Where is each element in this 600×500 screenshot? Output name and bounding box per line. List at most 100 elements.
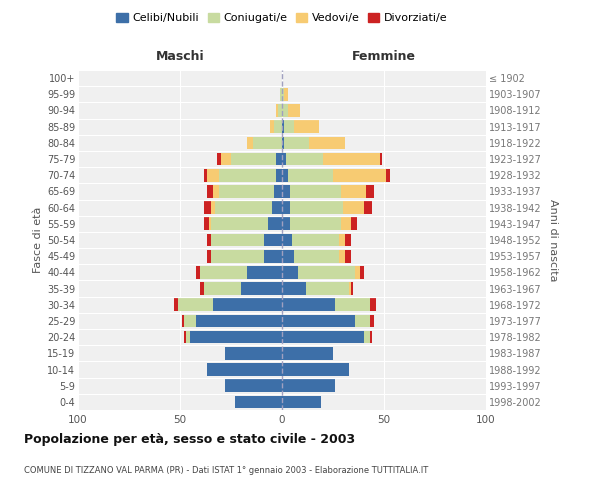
Bar [211, 250, 263, 262]
Bar [196, 266, 200, 278]
Bar [349, 282, 352, 295]
Bar [200, 266, 247, 278]
Bar [206, 250, 211, 262]
Bar [365, 185, 374, 198]
Bar [352, 282, 353, 295]
Bar [298, 266, 355, 278]
Text: COMUNE DI TIZZANO VAL PARMA (PR) - Dati ISTAT 1° gennaio 2003 - Elaborazione TUT: COMUNE DI TIZZANO VAL PARMA (PR) - Dati … [24, 466, 428, 475]
Bar [308, 136, 345, 149]
Bar [206, 185, 212, 198]
Bar [339, 250, 345, 262]
Bar [253, 136, 282, 149]
Text: Femmine: Femmine [352, 50, 416, 62]
Bar [282, 363, 349, 376]
Bar [294, 250, 339, 262]
Bar [184, 331, 186, 344]
Bar [280, 88, 282, 101]
Bar [333, 169, 386, 181]
Y-axis label: Anni di nascita: Anni di nascita [548, 198, 559, 281]
Bar [205, 218, 209, 230]
Bar [282, 185, 290, 198]
Bar [270, 120, 274, 133]
Bar [282, 396, 321, 408]
Bar [286, 152, 323, 166]
Bar [386, 169, 390, 181]
Bar [341, 218, 352, 230]
Bar [182, 314, 184, 328]
Bar [345, 250, 352, 262]
Bar [282, 88, 284, 101]
Bar [335, 298, 370, 311]
Bar [380, 152, 382, 166]
Bar [272, 202, 282, 214]
Bar [206, 234, 211, 246]
Bar [190, 331, 282, 344]
Bar [263, 250, 282, 262]
Bar [221, 152, 231, 166]
Bar [359, 266, 364, 278]
Bar [205, 169, 206, 181]
Bar [174, 298, 178, 311]
Bar [206, 169, 219, 181]
Bar [282, 152, 286, 166]
Bar [288, 169, 333, 181]
Bar [235, 396, 282, 408]
Bar [196, 314, 282, 328]
Bar [231, 152, 276, 166]
Bar [282, 331, 364, 344]
Bar [276, 169, 282, 181]
Text: Popolazione per età, sesso e stato civile - 2003: Popolazione per età, sesso e stato civil… [24, 432, 355, 446]
Bar [282, 136, 284, 149]
Bar [290, 185, 341, 198]
Bar [370, 331, 372, 344]
Bar [211, 234, 263, 246]
Bar [355, 314, 370, 328]
Bar [278, 104, 282, 117]
Bar [247, 266, 282, 278]
Bar [247, 136, 253, 149]
Bar [370, 314, 374, 328]
Bar [284, 120, 294, 133]
Bar [345, 234, 352, 246]
Bar [341, 185, 365, 198]
Bar [209, 218, 211, 230]
Bar [217, 152, 221, 166]
Bar [200, 282, 205, 295]
Bar [186, 331, 190, 344]
Bar [263, 234, 282, 246]
Bar [282, 250, 294, 262]
Bar [282, 169, 288, 181]
Bar [276, 104, 278, 117]
Bar [288, 104, 301, 117]
Bar [307, 282, 349, 295]
Bar [219, 185, 274, 198]
Bar [292, 234, 339, 246]
Bar [282, 234, 292, 246]
Bar [282, 298, 335, 311]
Bar [282, 120, 284, 133]
Legend: Celibi/Nubili, Coniugati/e, Vedovi/e, Divorziati/e: Celibi/Nubili, Coniugati/e, Vedovi/e, Di… [112, 8, 452, 28]
Bar [268, 218, 282, 230]
Bar [343, 202, 364, 214]
Bar [290, 202, 343, 214]
Bar [225, 347, 282, 360]
Bar [323, 152, 380, 166]
Bar [215, 202, 272, 214]
Bar [282, 104, 288, 117]
Bar [282, 218, 290, 230]
Bar [282, 314, 355, 328]
Bar [241, 282, 282, 295]
Bar [282, 202, 290, 214]
Bar [205, 202, 211, 214]
Text: Maschi: Maschi [155, 50, 205, 62]
Bar [282, 380, 335, 392]
Bar [211, 202, 215, 214]
Bar [284, 88, 288, 101]
Bar [339, 234, 345, 246]
Bar [355, 266, 359, 278]
Bar [294, 120, 319, 133]
Bar [212, 298, 282, 311]
Bar [276, 152, 282, 166]
Bar [274, 120, 282, 133]
Bar [282, 282, 307, 295]
